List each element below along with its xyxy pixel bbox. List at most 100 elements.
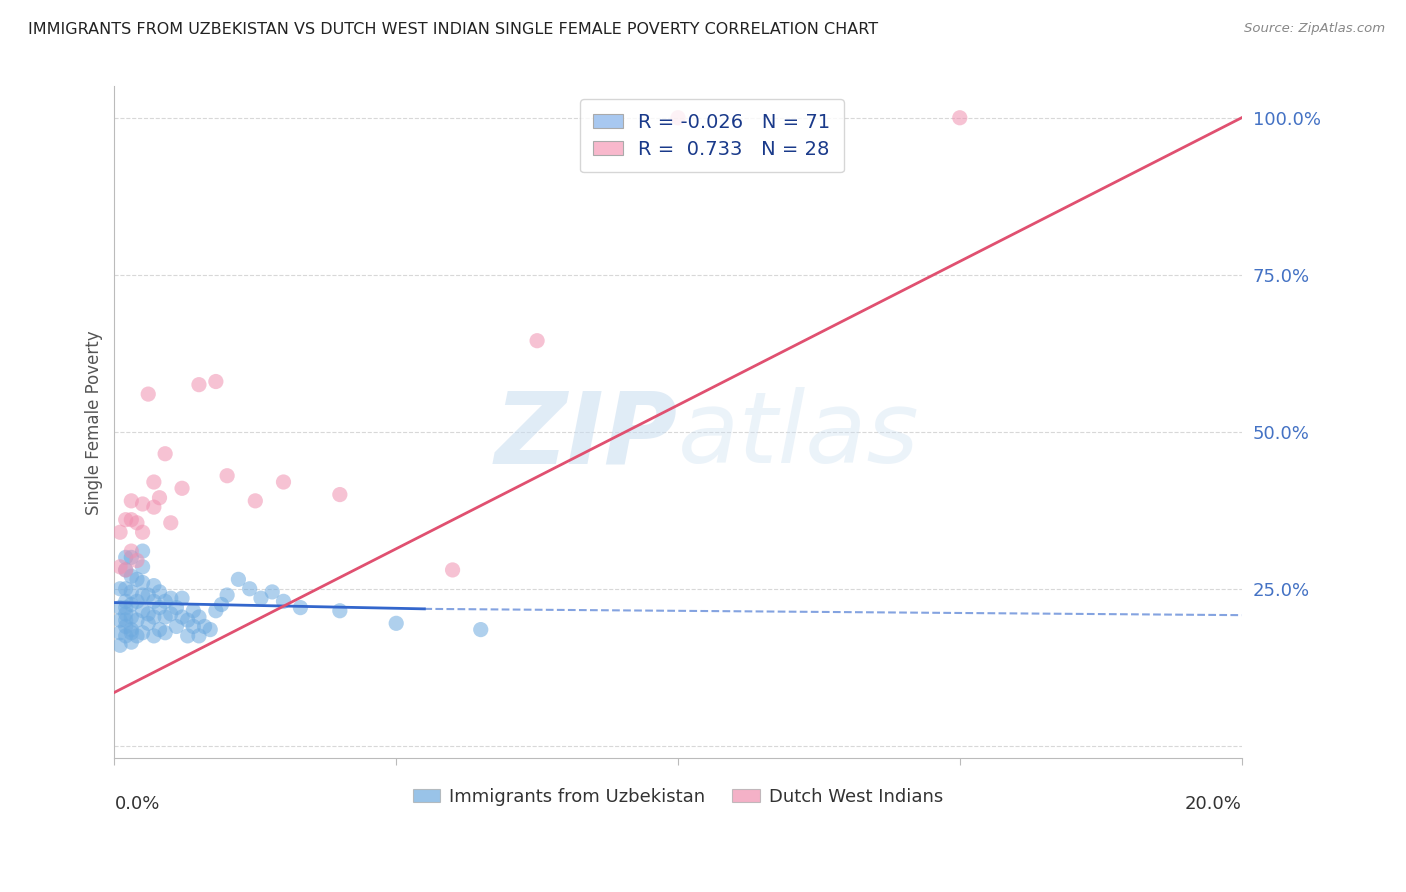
Point xyxy=(131,625,153,640)
Point xyxy=(125,553,148,567)
Point xyxy=(170,481,193,495)
Point xyxy=(273,475,295,489)
Point xyxy=(131,604,153,618)
Point xyxy=(114,563,136,577)
Point xyxy=(188,377,211,392)
Point xyxy=(217,468,239,483)
Point xyxy=(188,610,211,624)
Point xyxy=(108,525,131,540)
Text: Source: ZipAtlas.com: Source: ZipAtlas.com xyxy=(1244,22,1385,36)
Point xyxy=(181,619,204,633)
Point xyxy=(131,544,153,558)
Point xyxy=(666,111,689,125)
Point xyxy=(159,591,181,606)
Point xyxy=(108,638,131,652)
Point xyxy=(114,582,136,596)
Point xyxy=(108,600,131,615)
Point xyxy=(262,585,284,599)
Point xyxy=(114,600,136,615)
Point xyxy=(153,610,176,624)
Y-axis label: Single Female Poverty: Single Female Poverty xyxy=(86,330,103,515)
Point xyxy=(142,500,165,515)
Point xyxy=(245,493,267,508)
Point xyxy=(205,604,228,618)
Point xyxy=(114,513,136,527)
Point xyxy=(136,588,159,602)
Point xyxy=(142,594,165,608)
Point xyxy=(125,516,148,530)
Point xyxy=(125,572,148,586)
Point xyxy=(120,569,142,583)
Legend: Immigrants from Uzbekistan, Dutch West Indians: Immigrants from Uzbekistan, Dutch West I… xyxy=(406,780,950,814)
Point xyxy=(176,613,198,627)
Text: ZIP: ZIP xyxy=(495,387,678,484)
Point xyxy=(153,594,176,608)
Point xyxy=(148,600,170,615)
Point xyxy=(120,550,142,565)
Point xyxy=(142,610,165,624)
Text: IMMIGRANTS FROM UZBEKISTAN VS DUTCH WEST INDIAN SINGLE FEMALE POVERTY CORRELATIO: IMMIGRANTS FROM UZBEKISTAN VS DUTCH WEST… xyxy=(28,22,879,37)
Point xyxy=(120,585,142,599)
Point xyxy=(273,594,295,608)
Point xyxy=(142,475,165,489)
Point xyxy=(120,610,142,624)
Point xyxy=(176,629,198,643)
Point xyxy=(194,619,217,633)
Point xyxy=(239,582,262,596)
Point xyxy=(120,493,142,508)
Point xyxy=(114,594,136,608)
Point xyxy=(114,629,136,643)
Text: atlas: atlas xyxy=(678,387,920,484)
Point xyxy=(148,491,170,505)
Point xyxy=(142,579,165,593)
Point xyxy=(170,610,193,624)
Point xyxy=(120,513,142,527)
Point xyxy=(131,525,153,540)
Point xyxy=(211,598,233,612)
Text: 20.0%: 20.0% xyxy=(1185,796,1241,814)
Point xyxy=(108,625,131,640)
Point xyxy=(165,619,187,633)
Point xyxy=(108,613,131,627)
Point xyxy=(148,585,170,599)
Point xyxy=(108,559,131,574)
Point xyxy=(205,375,228,389)
Point xyxy=(329,487,352,501)
Point xyxy=(125,613,148,627)
Point xyxy=(120,544,142,558)
Point xyxy=(114,550,136,565)
Point xyxy=(136,387,159,401)
Point xyxy=(108,582,131,596)
Point xyxy=(188,629,211,643)
Point xyxy=(131,559,153,574)
Point xyxy=(120,623,142,637)
Point xyxy=(120,598,142,612)
Point xyxy=(170,591,193,606)
Point xyxy=(228,572,250,586)
Point xyxy=(131,575,153,590)
Point xyxy=(114,613,136,627)
Point xyxy=(181,604,204,618)
Point xyxy=(131,497,153,511)
Point xyxy=(217,588,239,602)
Point xyxy=(153,625,176,640)
Point xyxy=(142,629,165,643)
Point xyxy=(441,563,464,577)
Point xyxy=(114,563,136,577)
Point xyxy=(153,447,176,461)
Point xyxy=(136,607,159,621)
Point xyxy=(329,604,352,618)
Point xyxy=(385,616,408,631)
Point xyxy=(949,111,972,125)
Point xyxy=(526,334,548,348)
Point xyxy=(148,623,170,637)
Point xyxy=(290,600,312,615)
Point xyxy=(131,588,153,602)
Point xyxy=(165,600,187,615)
Point xyxy=(470,623,492,637)
Point xyxy=(136,616,159,631)
Point xyxy=(200,623,222,637)
Point xyxy=(114,619,136,633)
Point xyxy=(114,607,136,621)
Point xyxy=(120,635,142,649)
